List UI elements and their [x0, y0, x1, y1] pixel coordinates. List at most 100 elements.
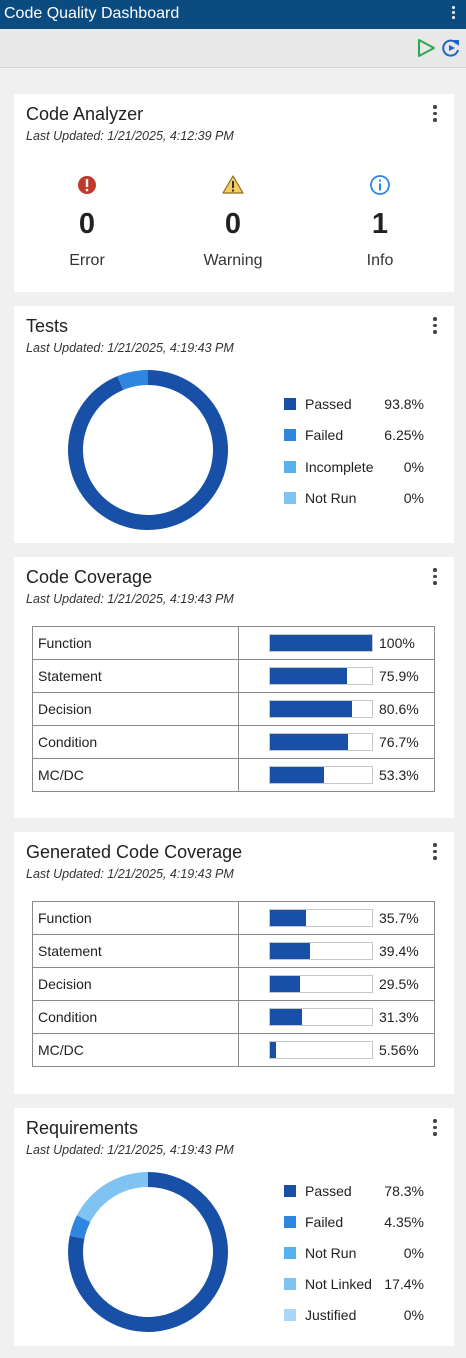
tests-donut-chart[interactable] [63, 365, 233, 535]
coverage-table: Function 35.7% Statement 39.4% Decision … [32, 901, 435, 1067]
coverage-bar-fill [270, 767, 325, 783]
coverage-bar [269, 942, 373, 960]
tests-slice-failed[interactable] [117, 370, 148, 390]
legend-item: Passed 78.3% [284, 1183, 424, 1201]
card-menu-icon[interactable] [432, 317, 438, 335]
legend-swatch [284, 1216, 296, 1228]
requirements-donut-chart[interactable] [63, 1167, 233, 1337]
coverage-bar [269, 975, 373, 993]
requirements-slice-failed[interactable] [69, 1215, 91, 1239]
legend-swatch [284, 1309, 296, 1321]
legend-value: 4.35% [384, 1214, 424, 1230]
coverage-percent: 80.6% [379, 701, 419, 717]
metric-name: Function [32, 626, 239, 660]
coverage-bar-fill [270, 635, 372, 651]
title-bar: Code Quality Dashboard [0, 0, 466, 29]
legend-label: Not Linked [305, 1276, 372, 1292]
coverage-percent: 31.3% [379, 1009, 419, 1025]
table-row[interactable]: Decision 29.5% [32, 967, 435, 1001]
legend-item: Not Run 0% [284, 1245, 424, 1263]
warning-summary[interactable]: 0 Warning [173, 174, 293, 270]
card-menu-icon[interactable] [432, 105, 438, 123]
legend-item: Justified 0% [284, 1307, 424, 1325]
card-menu-icon[interactable] [432, 568, 438, 586]
card-menu-icon[interactable] [432, 1119, 438, 1137]
info-count: 1 [371, 208, 389, 240]
requirements-slice-not-linked[interactable] [76, 1172, 148, 1223]
table-row[interactable]: MC/DC 53.3% [32, 758, 435, 792]
legend-swatch [284, 461, 296, 473]
table-row[interactable]: Function 35.7% [32, 901, 435, 935]
info-summary[interactable]: 1 Info [320, 174, 440, 270]
legend-label: Not Run [305, 490, 357, 506]
coverage-percent: 5.56% [379, 1042, 419, 1058]
title-menu-icon[interactable] [450, 4, 456, 24]
card-title: Tests [26, 316, 69, 336]
legend-label: Passed [305, 1183, 352, 1199]
refresh-icon[interactable] [440, 37, 462, 59]
coverage-bar [269, 766, 373, 784]
legend-swatch [284, 1185, 296, 1197]
coverage-bar-fill [270, 734, 349, 750]
coverage-bar [269, 700, 373, 718]
coverage-table: Function 100% Statement 75.9% Decision 8… [32, 626, 435, 792]
table-row[interactable]: Function 100% [32, 626, 435, 660]
legend-item: Failed 4.35% [284, 1214, 424, 1232]
table-row[interactable]: Decision 80.6% [32, 692, 435, 726]
coverage-percent: 100% [379, 635, 415, 651]
metric-name: MC/DC [32, 1033, 239, 1067]
metric-name: MC/DC [32, 758, 239, 792]
info-label: Info [366, 252, 394, 269]
card-title: Generated Code Coverage [26, 842, 243, 862]
table-row[interactable]: MC/DC 5.56% [32, 1033, 435, 1067]
coverage-bar [269, 634, 373, 652]
error-summary[interactable]: 0 Error [27, 174, 147, 270]
coverage-bar-fill [270, 668, 348, 684]
metric-name: Condition [32, 1000, 239, 1034]
legend-value: 0% [403, 490, 424, 506]
error-count: 0 [78, 208, 96, 240]
table-row[interactable]: Statement 75.9% [32, 659, 435, 693]
coverage-percent: 76.7% [379, 734, 419, 750]
last-updated: Last Updated: 1/21/2025, 4:12:39 PM [26, 129, 234, 143]
legend-swatch [284, 398, 296, 410]
legend-label: Justified [305, 1307, 357, 1323]
last-updated: Last Updated: 1/21/2025, 4:19:43 PM [26, 592, 234, 606]
table-row[interactable]: Condition 76.7% [32, 725, 435, 759]
coverage-bar [269, 909, 373, 927]
card-title: Requirements [26, 1118, 139, 1138]
tests-slice-passed[interactable] [67, 370, 228, 530]
warning-label: Warning [203, 252, 263, 269]
requirements-card: Requirements Last Updated: 1/21/2025, 4:… [14, 1108, 454, 1346]
last-updated: Last Updated: 1/21/2025, 4:19:43 PM [26, 867, 234, 881]
info-icon [370, 175, 390, 195]
legend-label: Failed [305, 427, 344, 443]
error-icon [78, 176, 96, 194]
legend-label: Failed [305, 1214, 344, 1230]
coverage-bar-fill [270, 701, 353, 717]
app-title: Code Quality Dashboard [4, 5, 180, 22]
coverage-bar-fill [270, 1009, 302, 1025]
legend-value: 0% [403, 459, 424, 475]
table-row[interactable]: Condition 31.3% [32, 1000, 435, 1034]
metric-name: Condition [32, 725, 239, 759]
coverage-bar [269, 733, 373, 751]
last-updated: Last Updated: 1/21/2025, 4:19:43 PM [26, 1143, 234, 1157]
legend-label: Passed [305, 396, 352, 412]
warning-icon [222, 175, 244, 194]
metric-name: Statement [32, 934, 239, 968]
tests-card: Tests Last Updated: 1/21/2025, 4:19:43 P… [14, 306, 454, 543]
coverage-bar [269, 1008, 373, 1026]
legend-item: Failed 6.25% [284, 427, 424, 445]
legend-value: 0% [403, 1245, 424, 1261]
table-row[interactable]: Statement 39.4% [32, 934, 435, 968]
card-menu-icon[interactable] [432, 843, 438, 861]
legend-value: 6.25% [384, 427, 424, 443]
play-icon[interactable] [415, 37, 437, 59]
coverage-percent: 53.3% [379, 767, 419, 783]
coverage-bar-fill [270, 910, 307, 926]
legend-item: Incomplete 0% [284, 459, 424, 477]
metric-name: Decision [32, 967, 239, 1001]
legend-value: 93.8% [384, 396, 424, 412]
error-label: Error [69, 252, 105, 269]
